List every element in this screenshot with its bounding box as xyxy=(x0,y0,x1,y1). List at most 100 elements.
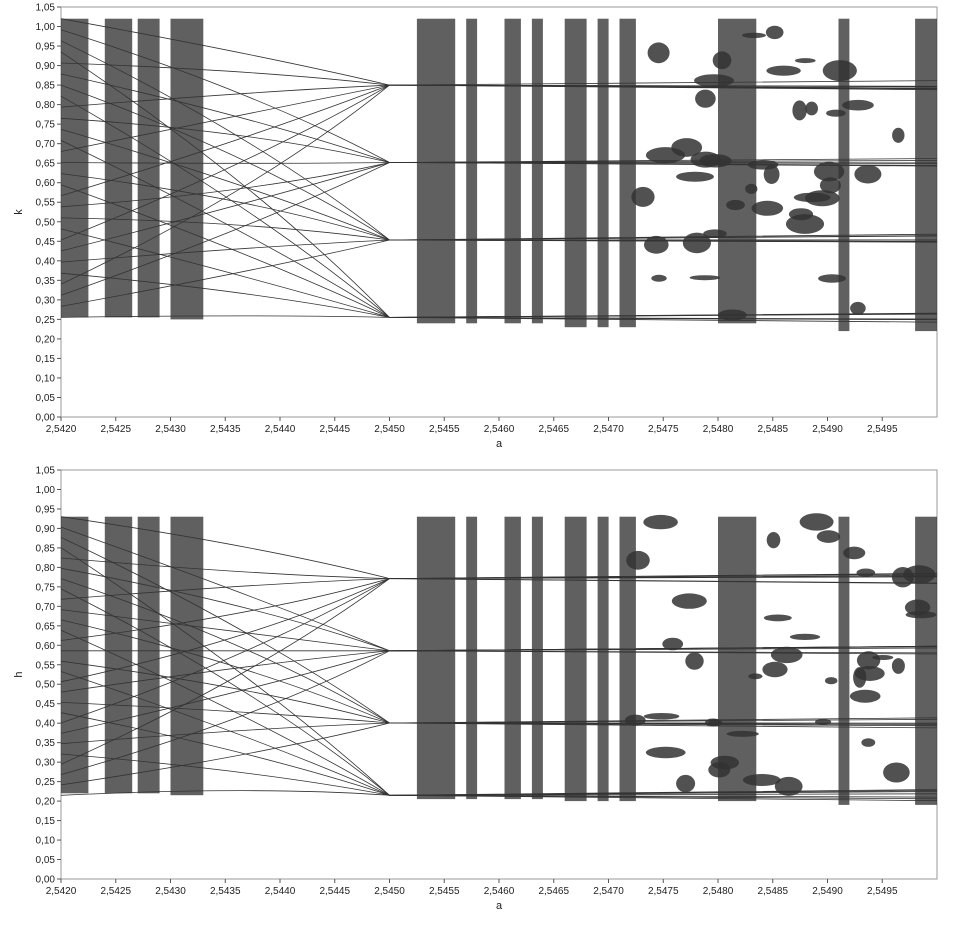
lobe xyxy=(805,101,818,116)
y-tick-label: 1,00 xyxy=(36,22,56,33)
lobe xyxy=(763,614,792,622)
y-tick-label: 0,20 xyxy=(36,797,56,808)
lobe xyxy=(766,532,781,549)
lobe xyxy=(682,232,712,254)
lobe xyxy=(745,183,758,194)
y-tick-label: 0,00 xyxy=(36,413,56,424)
chaotic-band xyxy=(718,516,757,802)
lobe xyxy=(643,514,678,530)
lobe xyxy=(624,714,646,726)
chaotic-band xyxy=(466,18,478,324)
lobe xyxy=(813,161,845,182)
y-tick-label: 1,00 xyxy=(36,485,56,496)
lobe xyxy=(689,275,721,281)
lobe xyxy=(854,164,882,184)
chaotic-band xyxy=(416,18,456,324)
y-tick-label: 0,40 xyxy=(36,719,56,730)
lobe xyxy=(645,147,686,164)
lobe xyxy=(856,568,876,577)
y-axis-title: h xyxy=(13,671,25,677)
lobe xyxy=(793,192,831,203)
lobe xyxy=(819,177,841,194)
y-tick-label: 0,05 xyxy=(36,393,56,404)
lobe xyxy=(717,309,747,321)
y-tick-label: 0,00 xyxy=(36,875,56,886)
x-tick-label: 2,5440 xyxy=(265,424,296,435)
chaotic-band xyxy=(838,516,850,805)
lobe xyxy=(705,718,720,727)
lobe xyxy=(853,667,867,688)
x-axis-title: a xyxy=(496,900,503,912)
chart-k-vs-a: 0,00 0,05 0,10 0,15 0,20 0,25 0,30 0,35 0,40 0,45… xyxy=(13,3,938,450)
lobe xyxy=(742,774,781,786)
y-tick-label: 0,55 xyxy=(36,660,56,671)
x-tick-label: 2,5460 xyxy=(484,424,515,435)
chaotic-band xyxy=(416,516,456,800)
x-tick-label: 2,5490 xyxy=(812,424,843,435)
y-tick-label: 0,35 xyxy=(36,276,56,287)
lobe xyxy=(726,730,759,737)
lobe xyxy=(799,513,834,531)
x-tick-label: 2,5425 xyxy=(100,886,131,897)
x-tick-label: 2,5450 xyxy=(374,886,405,897)
x-tick-label: 2,5430 xyxy=(155,424,186,435)
x-tick-label: 2,5445 xyxy=(319,424,350,435)
x-tick-label: 2,5475 xyxy=(648,424,679,435)
chaotic-band xyxy=(597,18,609,328)
lobe xyxy=(695,89,716,108)
lobe xyxy=(826,109,846,117)
x-tick-label: 2,5485 xyxy=(757,424,788,435)
y-tick-label: 0,25 xyxy=(36,315,56,326)
chaotic-band xyxy=(61,18,89,318)
y-tick-label: 0,95 xyxy=(36,504,56,515)
lobe xyxy=(816,530,841,543)
chaotic-band xyxy=(137,18,160,318)
y-tick-label: 0,65 xyxy=(36,621,56,632)
chaotic-band xyxy=(838,18,850,332)
lobe xyxy=(685,652,704,670)
y-tick-label: 0,45 xyxy=(36,699,56,710)
y-tick-label: 0,70 xyxy=(36,139,56,150)
lobe xyxy=(676,171,714,182)
lobe xyxy=(789,633,821,641)
chart-h-vs-a: 0,00 0,05 0,10 0,15 0,20 0,25 0,30 0,35 0,40 0,45… xyxy=(13,466,938,912)
lobe xyxy=(883,762,910,783)
chaotic-band xyxy=(104,516,133,794)
chaotic-band xyxy=(104,18,133,318)
x-tick-label: 2,5455 xyxy=(429,886,460,897)
lobe xyxy=(818,274,847,283)
lobe xyxy=(742,32,766,39)
lobe xyxy=(708,762,731,778)
x-tick-label: 2,5495 xyxy=(867,886,898,897)
x-tick-label: 2,5440 xyxy=(265,886,296,897)
y-tick-label: 1,05 xyxy=(36,3,56,14)
x-tick-label: 2,5425 xyxy=(100,424,131,435)
chaotic-lobes xyxy=(631,25,905,321)
chaotic-band xyxy=(619,18,636,328)
y-tick-label: 0,30 xyxy=(36,295,56,306)
lobe xyxy=(765,25,784,40)
lobe xyxy=(822,60,857,82)
x-tick-label: 2,5435 xyxy=(210,424,241,435)
lobe xyxy=(763,164,780,184)
lobe xyxy=(792,100,807,121)
lobe xyxy=(891,658,905,674)
y-tick-label: 0,50 xyxy=(36,680,56,691)
x-tick-label: 2,5495 xyxy=(867,424,898,435)
chaotic-band xyxy=(531,516,543,800)
x-tick-label: 2,5465 xyxy=(538,886,569,897)
chaotic-lobes xyxy=(624,513,937,796)
lobe xyxy=(643,713,680,720)
y-tick-label: 0,60 xyxy=(36,178,56,189)
y-tick-label: 0,80 xyxy=(36,563,56,574)
x-tick-label: 2,5455 xyxy=(429,424,460,435)
lobe xyxy=(905,611,937,619)
lobe xyxy=(843,546,866,560)
y-tick-label: 0,55 xyxy=(36,198,56,209)
y-tick-label: 0,75 xyxy=(36,120,56,131)
lobe xyxy=(726,199,745,211)
y-tick-label: 0,10 xyxy=(36,836,56,847)
lobe xyxy=(849,689,881,703)
lobe xyxy=(891,567,914,588)
